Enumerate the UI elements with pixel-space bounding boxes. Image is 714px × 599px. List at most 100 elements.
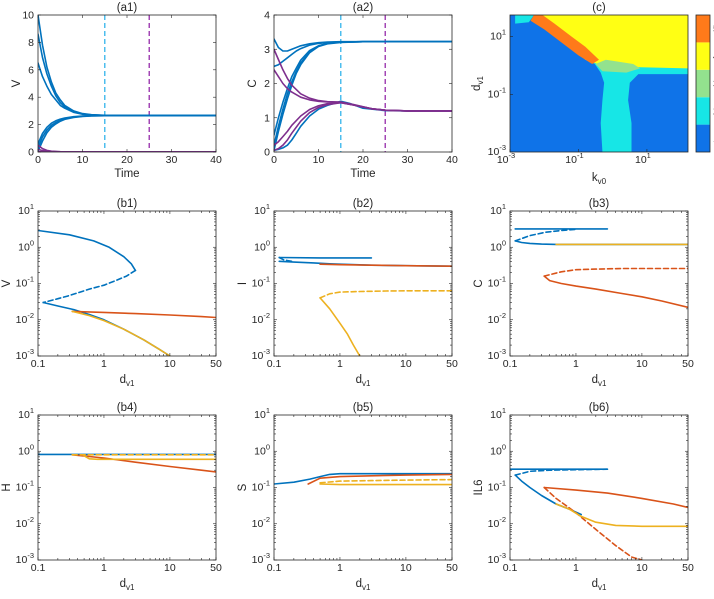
xtick-label-b2-1: 1: [337, 358, 343, 370]
axes-frame-a2: [273, 14, 453, 153]
panel-b4: 0.1 1 10 50 10-3 10-2 10-1 100 101 (b4) dv1 H: [1, 402, 222, 592]
axes-frame-c: [509, 14, 689, 153]
ytick-label-a2-1: 1: [264, 112, 270, 124]
region-3: [595, 59, 641, 73]
panel-title-a1: (a1): [117, 2, 138, 14]
series-line-a2-5: [274, 100, 452, 152]
ytick-label-a2-4: 4: [264, 10, 270, 22]
xtick-label-a2-4: 40: [446, 154, 458, 166]
ytick-label-a1-0: 0: [28, 147, 34, 159]
panel-title-a2: (a2): [353, 2, 374, 14]
xtick-label-b1-1: 1: [101, 358, 107, 370]
xtick-label-b6-1: 1: [573, 562, 579, 574]
ytick-label-b4-1: 10-2: [16, 515, 34, 530]
ytick-label-b1-2: 10-1: [16, 275, 34, 290]
ytick-label-b6-1: 10-2: [488, 515, 506, 530]
series-line-b3-4: [543, 267, 688, 277]
series-line-b1-1: [42, 269, 137, 304]
xtick-label-b5-3: 50: [446, 562, 458, 574]
ytick-label-c-1: 10-1: [488, 85, 506, 100]
series-line-b5-3: [319, 483, 452, 486]
series-line-b2-5: [319, 297, 361, 356]
ytick-label-b5-2: 10-1: [252, 479, 270, 494]
ytick-label-b1-1: 10-2: [16, 311, 34, 326]
xtick-label-a2-3: 30: [402, 154, 414, 166]
series-line-b6-1: [514, 468, 609, 476]
xtick-label-b5-0: 0.1: [267, 562, 282, 574]
ytick-label-b3-3: 100: [490, 238, 506, 253]
ytick-label-b2-2: 10-1: [252, 275, 270, 290]
colorbar-swatch-1: [696, 124, 710, 152]
xtick-label-a1-3: 30: [166, 154, 178, 166]
xtick-label-b3-3: 50: [682, 358, 694, 370]
y-axis-label-b1: V: [1, 279, 13, 287]
ytick-label-a1-4: 8: [28, 37, 34, 49]
series-line-b1-0: [38, 229, 137, 272]
series-line-b5-2: [319, 478, 452, 484]
xtick-label-c-1: 10-1: [565, 151, 583, 166]
x-axis-label-b3: dv1: [592, 374, 607, 388]
panel-b5: 0.1 1 10 50 10-3 10-2 10-1 100 101 (b5) dv1 S: [237, 402, 458, 592]
xtick-label-a2-2: 20: [357, 154, 369, 166]
xtick-label-c-2: 101: [635, 151, 651, 166]
series-line-b2-1: [278, 256, 295, 263]
panel-title-b6: (b6): [589, 402, 610, 414]
xtick-label-b2-3: 50: [446, 358, 458, 370]
ytick-label-b3-4: 101: [490, 202, 506, 217]
ytick-label-b4-0: 10-3: [16, 551, 34, 566]
xtick-label-b4-2: 10: [164, 562, 176, 574]
ytick-label-b6-4: 101: [490, 406, 506, 421]
series-line-a1-0: [38, 15, 216, 117]
ytick-label-b1-0: 10-3: [16, 347, 34, 362]
series-line-a1-4: [38, 114, 216, 149]
series-line-b2-3: [319, 263, 452, 268]
colorbar: 12345: [695, 14, 714, 153]
y-axis-label-c: dv1: [471, 76, 485, 91]
series-line-b3-1: [514, 228, 577, 242]
x-axis-label-b1: dv1: [120, 374, 135, 388]
ytick-label-b2-4: 101: [254, 202, 270, 217]
panel-title-b5: (b5): [353, 402, 374, 414]
panel-title-b3: (b3): [589, 198, 610, 210]
colorbar-swatch-3: [696, 69, 710, 98]
ytick-label-b6-3: 100: [490, 442, 506, 457]
y-axis-label-a2: C: [247, 79, 259, 87]
ytick-label-a1-3: 6: [28, 64, 34, 76]
panel-b2: 0.1 1 10 50 10-3 10-2 10-1 100 101 (b2) dv1 I: [237, 198, 458, 388]
panel-title-b2: (b2): [353, 198, 374, 210]
panel-title-b1: (b1): [117, 198, 138, 210]
series-line-b3-5: [543, 275, 688, 309]
ytick-label-c-0: 10-3: [488, 143, 506, 158]
x-axis-label-b6: dv1: [592, 578, 607, 592]
panel-title-c: (c): [592, 2, 606, 14]
ytick-label-a2-3: 3: [264, 44, 270, 56]
xtick-label-a2-0: 0: [271, 154, 277, 166]
xtick-label-b4-1: 1: [101, 562, 107, 574]
xtick-label-b6-3: 50: [682, 562, 694, 574]
series-line-a2-9: [274, 101, 452, 146]
series-line-a1-2: [38, 62, 216, 117]
ytick-label-a1-5: 10: [22, 10, 34, 22]
ytick-label-b2-0: 10-3: [252, 347, 270, 362]
colorbar-swatch-4: [696, 42, 710, 70]
ytick-label-b4-3: 100: [18, 442, 34, 457]
region-2: [593, 62, 688, 152]
ytick-label-b6-0: 10-3: [488, 551, 506, 566]
panel-b6: 0.1 1 10 50 10-3 10-2 10-1 100 101 (b6) dv1 IL6: [473, 402, 694, 592]
axes-frame-a1: [37, 14, 217, 153]
xtick-label-b6-0: 0.1: [503, 562, 518, 574]
ytick-label-a1-2: 4: [28, 92, 34, 104]
x-axis-label-b4: dv1: [120, 578, 135, 592]
series-line-a1-1: [38, 33, 216, 117]
ytick-label-b6-2: 10-1: [488, 479, 506, 494]
x-axis-label-c: kv0: [592, 172, 607, 186]
ytick-label-b4-4: 101: [18, 406, 34, 421]
series-line-a2-4: [274, 40, 452, 68]
xtick-label-b3-2: 10: [636, 358, 648, 370]
xtick-label-b2-0: 0.1: [267, 358, 282, 370]
series-line-b2-4: [319, 289, 452, 299]
xtick-label-b2-2: 10: [400, 358, 412, 370]
xtick-label-b1-2: 10: [164, 358, 176, 370]
ytick-label-a2-2: 2: [264, 78, 270, 90]
